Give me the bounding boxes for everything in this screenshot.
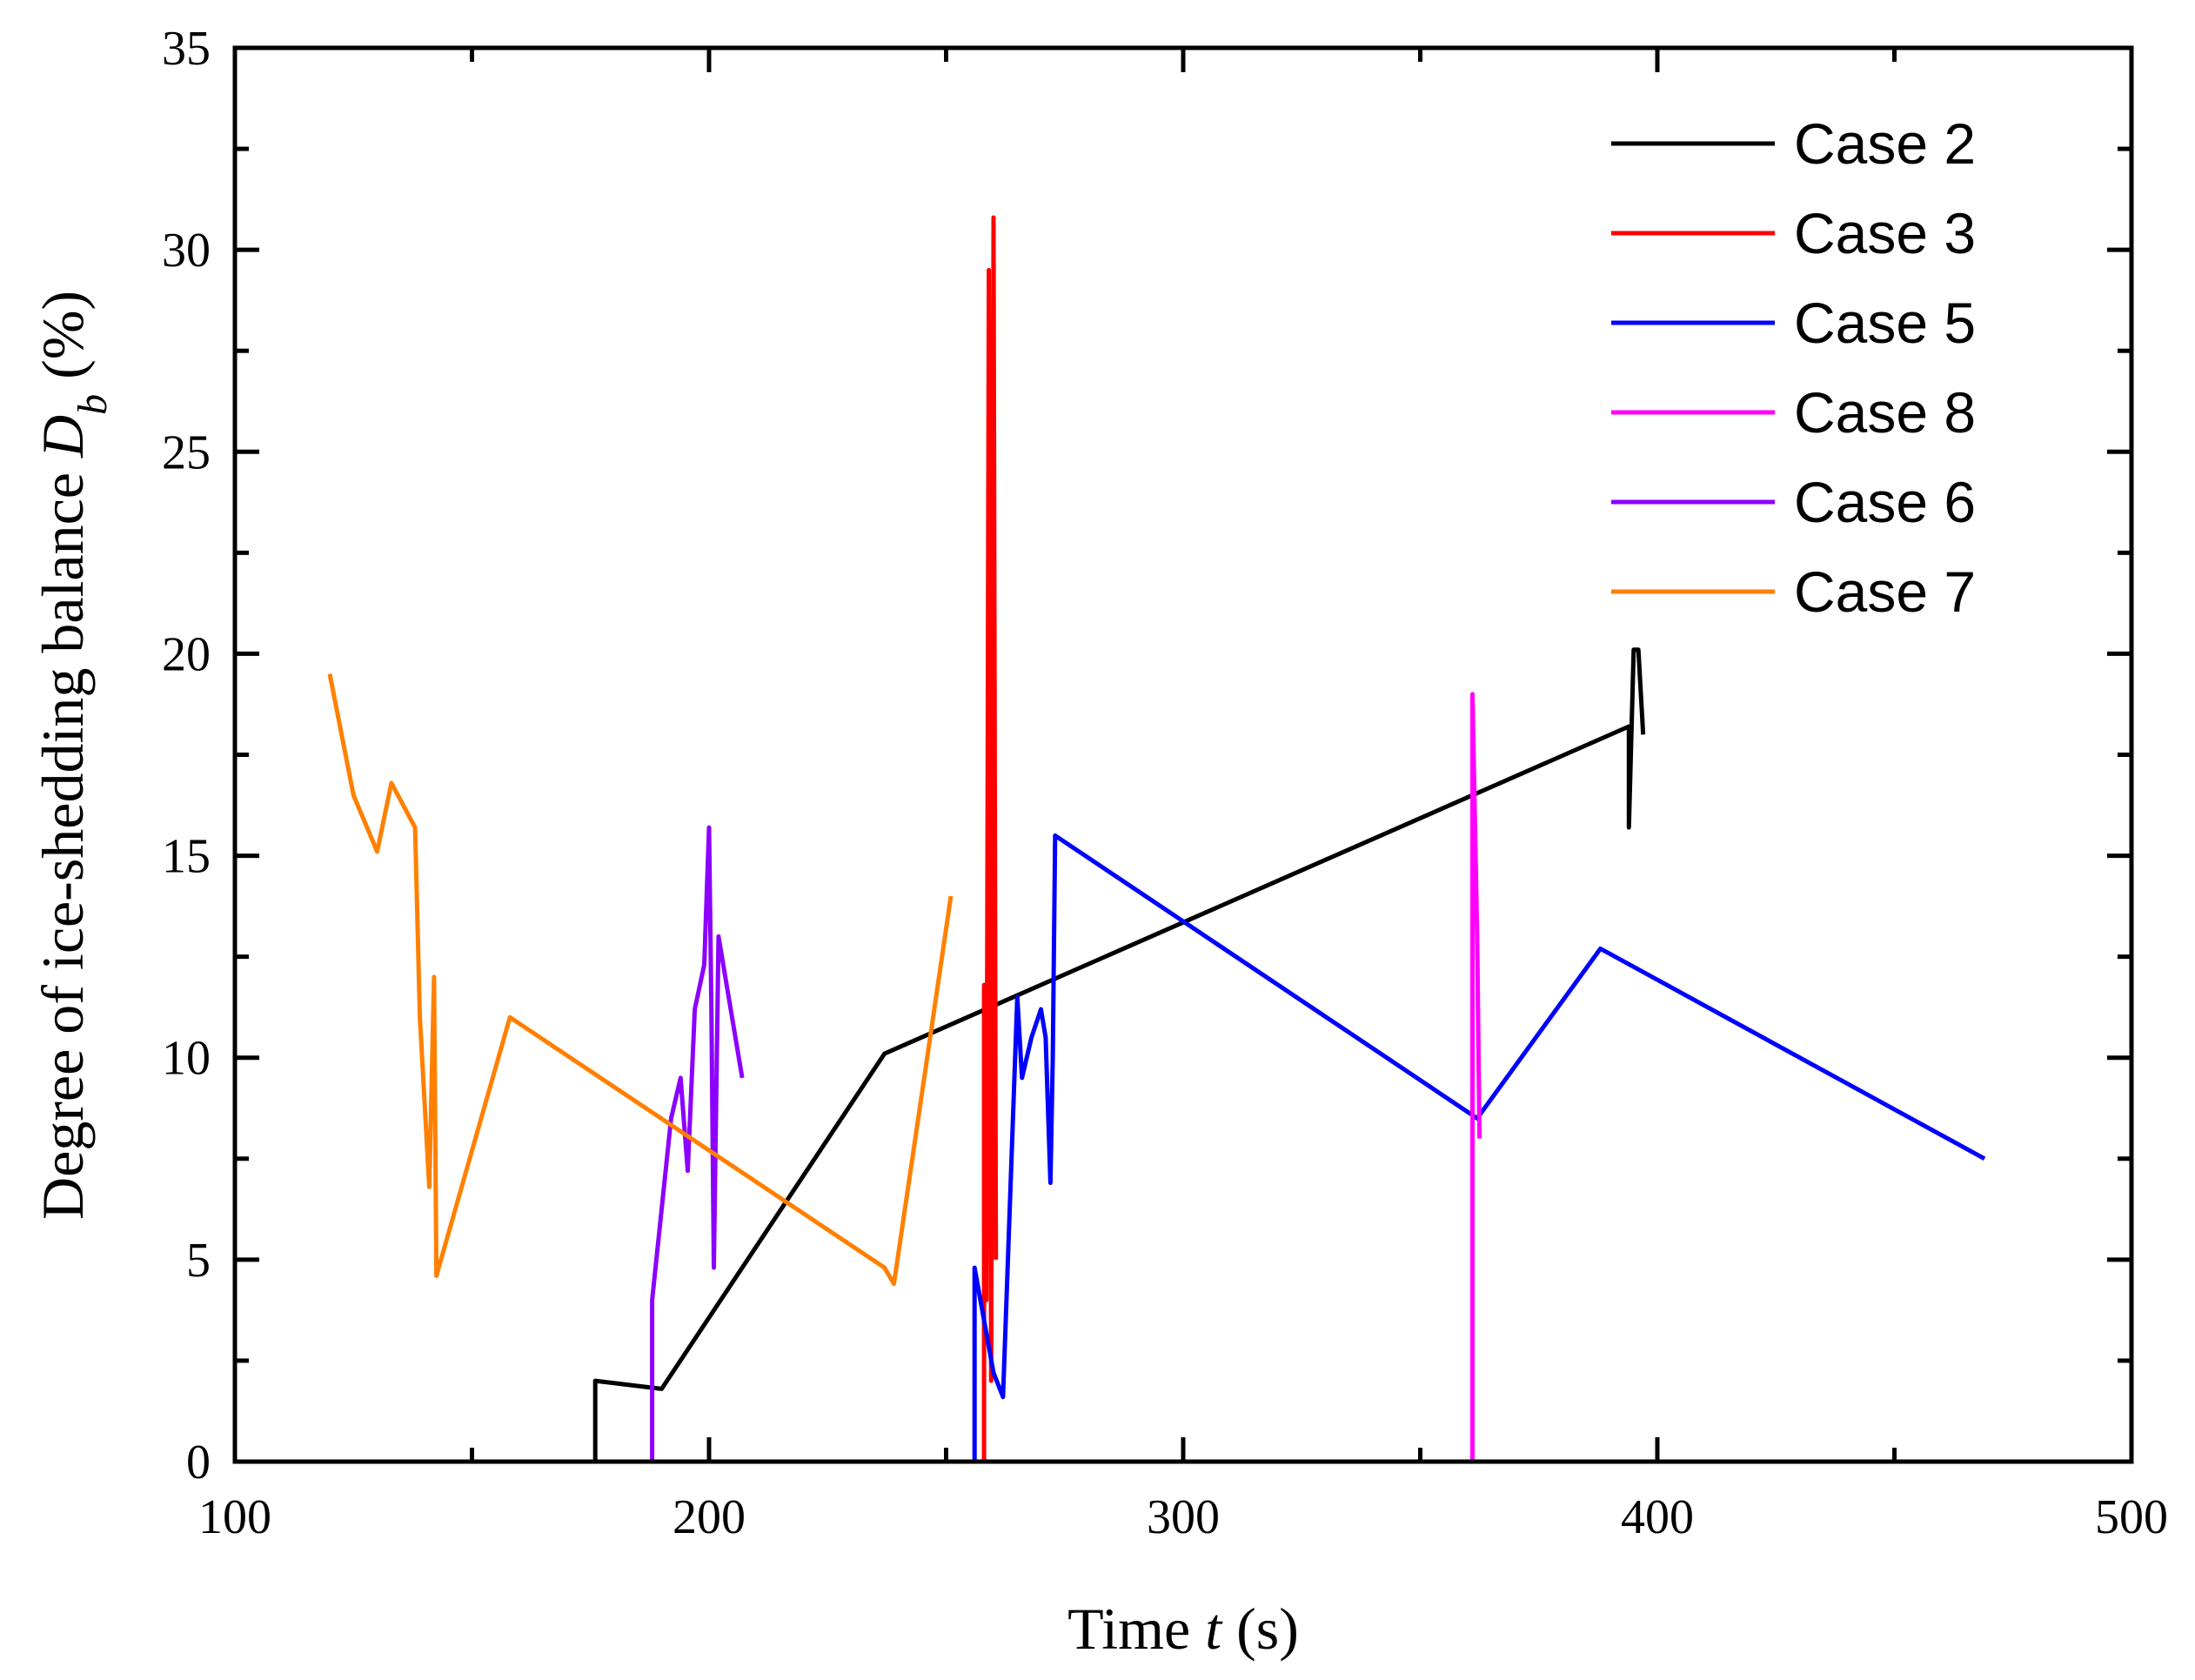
y-tick-label: 0 (186, 1436, 211, 1489)
legend-label-case-5: Case 5 (1794, 291, 1976, 355)
y-axis-title-subscript: b (70, 394, 116, 415)
y-axis-title: Degree of ice-shedding balance Db (%) (30, 291, 116, 1220)
ticks-layer (232, 45, 2134, 1464)
legend-label-case-7: Case 7 (1794, 559, 1976, 624)
y-tick-label: 10 (162, 1032, 211, 1086)
series-line-case-5 (972, 833, 1986, 1462)
series-line-case-3 (981, 215, 999, 1462)
legend-label-case-6: Case 6 (1794, 470, 1976, 534)
legend-label-case-2: Case 2 (1794, 111, 1976, 176)
legend-label-case-3: Case 3 (1794, 201, 1976, 265)
y-tick-label: 15 (162, 830, 211, 884)
legend-label-case-8: Case 8 (1794, 380, 1976, 445)
x-tick-label: 400 (1621, 1490, 1694, 1544)
y-tick-label: 30 (162, 224, 211, 278)
x-tick-label: 300 (1147, 1490, 1220, 1544)
legend: Case 2 Case 3 Case 5 Case 8 Case 6 Case 7 (1611, 111, 1976, 624)
x-axis-title-variable: t (1205, 1596, 1223, 1662)
y-tick-label: 5 (186, 1234, 211, 1288)
x-axis-title-prefix: Time (1067, 1596, 1205, 1662)
y-tick-label: 25 (162, 425, 211, 479)
x-axis-title-suffix: (s) (1221, 1596, 1299, 1662)
x-tick-label: 500 (2095, 1490, 2168, 1544)
y-axis-title-suffix: (%) (30, 291, 96, 394)
tick-label-layer: 100 200 300 400 500 0 5 10 15 20 25 30 35 (162, 22, 2168, 1544)
y-tick-label: 20 (162, 627, 211, 681)
y-axis-title-variable: D (30, 415, 96, 458)
series-line-case-7 (327, 673, 954, 1287)
x-tick-label: 200 (673, 1490, 746, 1544)
x-tick-label: 100 (198, 1490, 271, 1544)
y-tick-label: 35 (162, 22, 211, 76)
series-line-case-8 (1470, 692, 1482, 1462)
series-layer (327, 215, 1986, 1462)
y-axis-title-prefix: Degree of ice-shedding balance (30, 458, 96, 1220)
series-line-case-2 (592, 647, 1646, 1462)
x-axis-title: Time t (s) (1067, 1596, 1299, 1662)
series-line-case-6 (650, 825, 745, 1462)
